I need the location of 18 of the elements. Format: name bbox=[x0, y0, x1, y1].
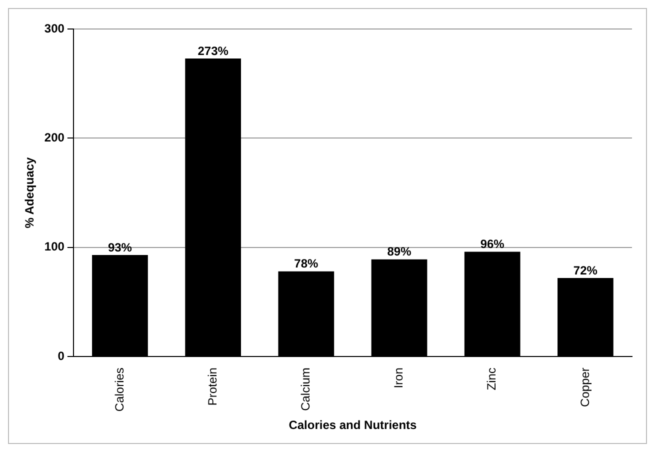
y-tick-label: 100 bbox=[44, 240, 65, 254]
x-tick-label: Zinc bbox=[484, 368, 499, 390]
data-label: 89% bbox=[387, 244, 412, 259]
x-tick-label: Calcium bbox=[298, 368, 312, 411]
x-tick-label: Copper bbox=[578, 368, 592, 407]
y-tick-label: 200 bbox=[44, 130, 65, 145]
x-tick-label: Protein bbox=[205, 368, 220, 406]
x-tick-label: Iron bbox=[392, 368, 406, 388]
y-axis-title: % Adequacy bbox=[22, 157, 37, 228]
data-label: 96% bbox=[480, 237, 505, 252]
x-axis-title: Calories and Nutrients bbox=[288, 418, 418, 432]
data-label: 78% bbox=[294, 256, 318, 271]
data-label: 93% bbox=[108, 240, 132, 254]
x-tick-label: Calories bbox=[112, 368, 126, 412]
y-tick-label: 0 bbox=[58, 348, 65, 363]
data-label: 72% bbox=[573, 263, 598, 278]
data-label: 273% bbox=[198, 44, 229, 58]
y-tick-label: 300 bbox=[44, 21, 65, 36]
